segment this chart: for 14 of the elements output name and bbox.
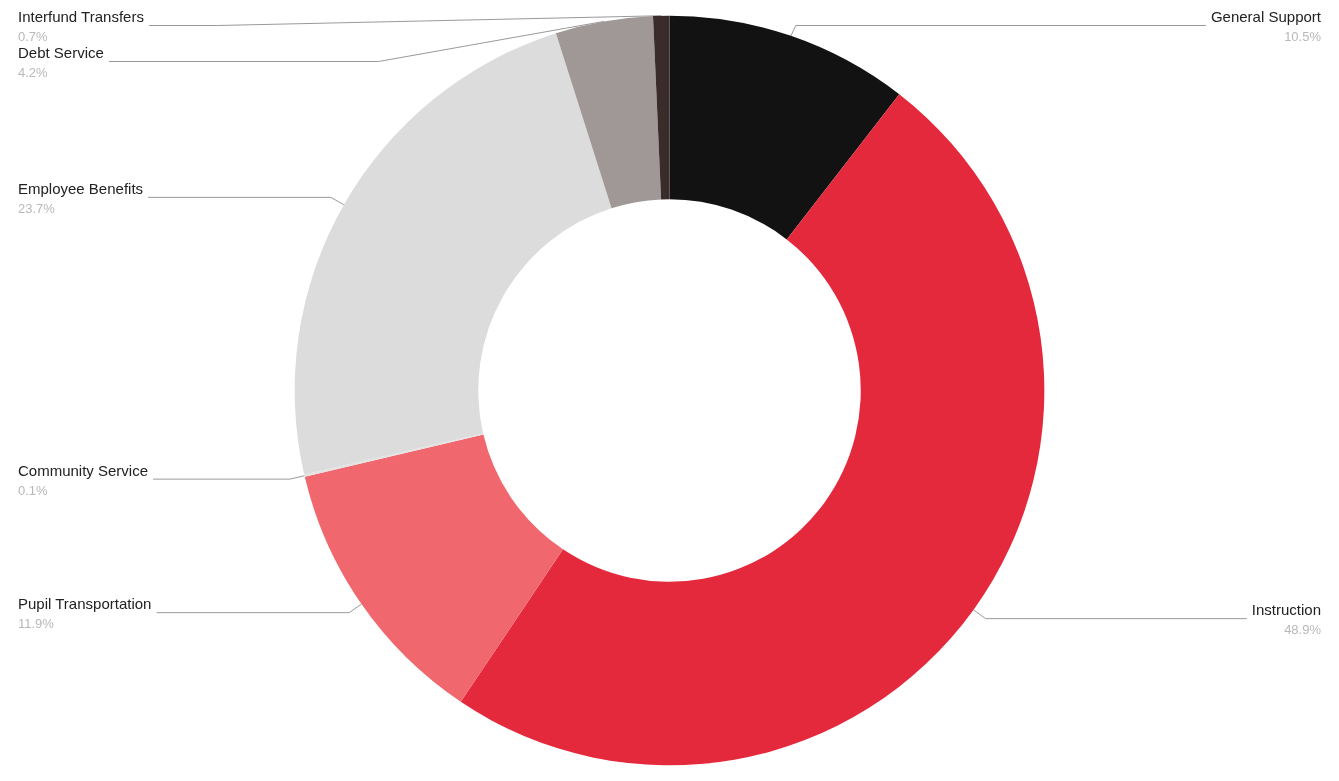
data-label: 0.1% bbox=[18, 482, 49, 498]
slice-label: Community Service bbox=[18, 461, 149, 479]
slice-label: Interfund Transfers bbox=[18, 8, 144, 25]
data-label: 4.2% bbox=[18, 65, 49, 80]
data-label: 48.9% bbox=[1284, 622, 1322, 638]
slice-label: Instruction bbox=[1251, 601, 1321, 619]
slice-label: General Support bbox=[1210, 8, 1322, 25]
slice-label: Pupil Transportation bbox=[18, 595, 152, 613]
slice-label: Employee Benefits bbox=[18, 179, 144, 197]
slice-label: Debt Service bbox=[18, 44, 104, 61]
data-label: 10.5% bbox=[1284, 29, 1322, 44]
data-label: 23.7% bbox=[18, 200, 56, 216]
data-label: 11.9% bbox=[18, 616, 55, 632]
data-label: 0.7% bbox=[18, 29, 49, 44]
